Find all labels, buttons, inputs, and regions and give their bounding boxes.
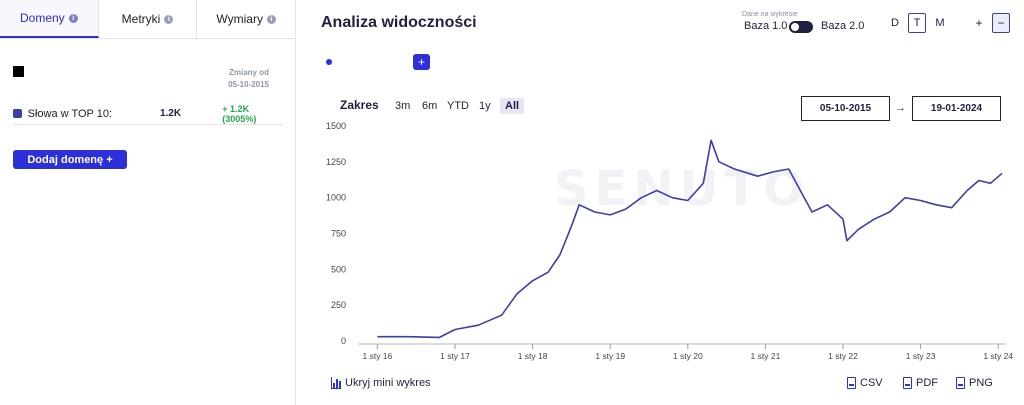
file-icon [903,377,912,389]
export-png-button[interactable]: PNG [956,377,993,389]
export-label: PNG [969,377,993,389]
panel-tabs: Domeny i Metryki i Wymiary i [0,0,295,39]
series-dot [326,59,332,65]
y-tick-label: 1000 [326,193,346,203]
x-tick-label: 1 sty 16 [363,351,393,361]
date-from-input[interactable]: 05-10-2015 [801,96,890,121]
tab-label: Metryki [121,12,161,26]
export-csv-button[interactable]: CSV [847,377,883,389]
metric-row: Słowa w TOP 10: 1.2K + 1.2K (3005%) [13,103,283,125]
visibility-chart[interactable]: SENUTO 0 250 500 750 1000 1250 1500 1 sty 16 1 st… [300,115,1016,365]
baza-2-label: Baza 2.0 [821,20,865,32]
changes-date: 05-10-2015 [228,80,269,89]
info-icon[interactable]: i [266,14,276,24]
add-domain-button[interactable]: Dodaj domenę + [13,150,127,169]
page-title: Analiza widoczności [321,14,477,31]
range-label: Zakres [340,98,379,112]
x-tick-label: 1 sty 24 [983,351,1013,361]
tab-wymiary[interactable]: Wymiary i [197,0,295,38]
chart-bars-icon [331,377,341,389]
arrow-icon: → [895,102,906,114]
tab-metryki[interactable]: Metryki i [99,0,198,38]
y-tick-label: 1250 [326,157,346,167]
zoom-in-button[interactable]: + [975,16,983,30]
x-tick-label: 1 sty 22 [828,351,858,361]
file-icon [956,377,965,389]
range-ytd[interactable]: YTD [447,100,469,112]
hide-mini-chart-button[interactable]: Ukryj mini wykres [331,377,431,389]
baza-toggle[interactable] [789,21,813,33]
metric-change: + 1.2K (3005%) [222,103,257,124]
domains-panel: Domeny i Metryki i Wymiary i Zmiany od 0… [0,0,296,405]
range-1y[interactable]: 1y [479,100,491,112]
granularity-weekly[interactable]: T [908,13,926,33]
baza-1-label: Baza 1.0 [744,20,788,32]
x-tick-label: 1 sty 23 [906,351,936,361]
series-line [377,139,1003,339]
range-all[interactable]: All [500,98,525,114]
watermark: SENUTO [554,161,810,217]
tab-domeny[interactable]: Domeny i [0,0,99,38]
x-tick-label: 1 sty 17 [440,351,470,361]
x-tick-label: 1 sty 20 [673,351,703,361]
changes-label: Zmiany od [228,68,269,77]
y-tick-label: 0 [341,336,346,346]
granularity-monthly[interactable]: M [935,17,945,29]
tab-label: Wymiary [216,12,263,26]
changes-since-header: Zmiany od 05-10-2015 [228,67,269,91]
export-label: CSV [860,377,883,389]
y-tick-label: 1500 [326,121,346,131]
file-icon [847,377,856,389]
series-color-swatch [13,109,22,118]
toggle-knob [791,23,799,31]
tab-label: Domeny [19,11,65,25]
metric-value: 1.2K [159,108,182,119]
export-label: PDF [916,377,938,389]
info-icon[interactable]: i [68,13,78,23]
metric-label: Słowa w TOP 10: [27,107,113,120]
add-series-button[interactable]: + [413,54,430,70]
domain-color-swatch [13,66,24,77]
hide-mini-chart-label: Ukryj mini wykres [345,377,431,389]
granularity-daily[interactable]: D [891,17,899,29]
range-3m[interactable]: 3m [395,100,411,112]
x-tick-label: 1 sty 19 [595,351,625,361]
range-6m[interactable]: 6m [422,100,438,112]
date-to-input[interactable]: 19-01-2024 [912,96,1001,121]
y-tick-label: 750 [331,229,346,239]
export-pdf-button[interactable]: PDF [903,377,938,389]
zoom-out-button[interactable]: − [992,13,1010,33]
y-tick-label: 500 [331,264,346,274]
info-icon[interactable]: i [164,14,174,24]
data-source-label: Dane na wykresie [742,11,798,18]
y-tick-label: 250 [331,300,346,310]
x-tick-label: 1 sty 18 [518,351,548,361]
x-tick-label: 1 sty 21 [751,351,781,361]
